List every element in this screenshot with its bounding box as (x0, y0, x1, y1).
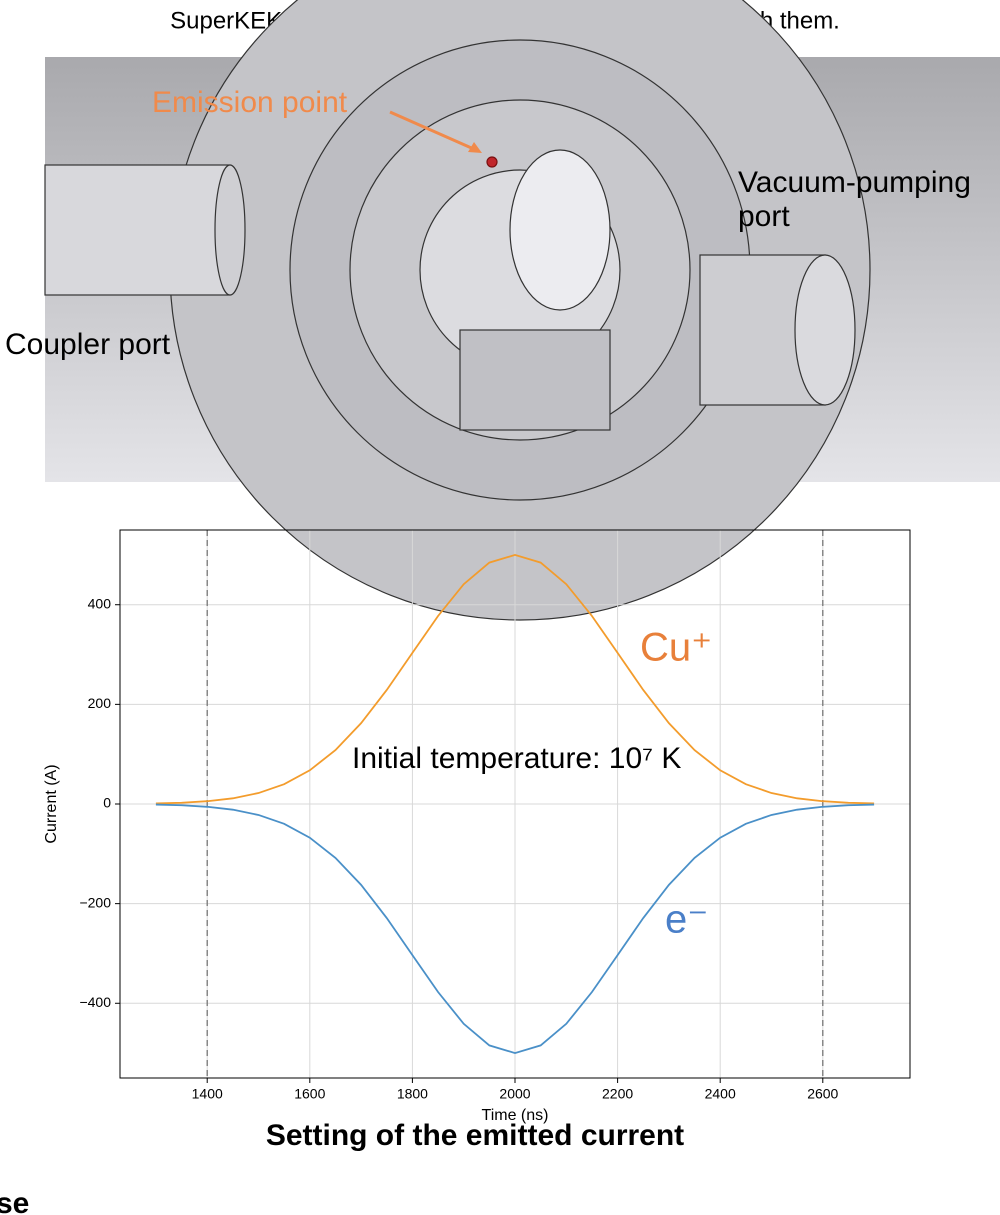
annotation: Initial temperature: 10⁷ K (352, 742, 681, 775)
series-label: e⁻ (665, 898, 708, 942)
emission-label: Emission point (152, 86, 347, 120)
coupler-label: Coupler port (5, 328, 170, 362)
vacuum-label: Vacuum-pumping port (738, 166, 978, 234)
x-tick-label: 2200 (602, 1086, 633, 1102)
x-tick-label: 1800 (397, 1086, 428, 1102)
y-tick-label: −400 (79, 994, 111, 1010)
x-tick-label: 2400 (705, 1086, 736, 1102)
x-tick-label: 2000 (499, 1086, 530, 1102)
x-tick-label: 1400 (192, 1086, 223, 1102)
y-tick-label: 0 (103, 795, 111, 811)
y-axis-label: Current (A) (43, 764, 60, 843)
x-tick-label: 2600 (807, 1086, 838, 1102)
y-tick-label: 200 (88, 695, 112, 711)
y-tick-label: 400 (88, 595, 112, 611)
x-tick-label: 1600 (294, 1086, 325, 1102)
chart-title: Setting of the emitted current (266, 1119, 684, 1152)
footer-text: se (0, 1187, 29, 1215)
series-label: Cu⁺ (640, 626, 712, 670)
chart: 1400 1600 1800 2000 2200 2400 2600 −400 −200 0 200… (43, 530, 910, 1124)
page: SuperKEKB when the high current beam pas… (0, 0, 1000, 1215)
y-tick-label: −200 (79, 894, 111, 910)
